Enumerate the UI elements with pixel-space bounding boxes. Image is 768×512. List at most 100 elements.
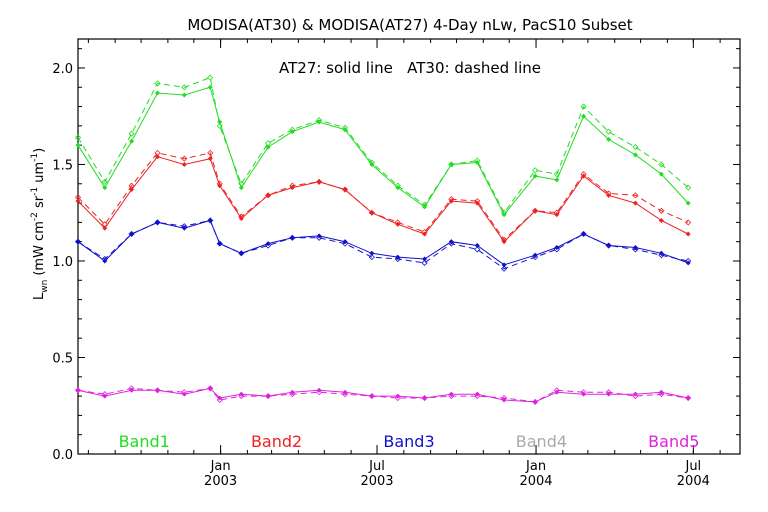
band5-solid-point <box>217 395 223 401</box>
band2-solid-line <box>77 156 689 243</box>
band2-solid-point <box>155 154 161 160</box>
band3-dashed-point <box>181 223 188 230</box>
y-tick-label-0: 0.0 <box>52 448 73 463</box>
x-tick-month-0: Jan <box>210 459 231 474</box>
band3-solid-point <box>395 254 401 260</box>
band2-solid-point <box>102 225 108 231</box>
band2-dashed-point <box>580 171 587 178</box>
x-tick-month-3: Jul <box>684 459 701 474</box>
y-axis-label: Lwn(mW cm-2 sr-1 um-1) <box>30 148 50 300</box>
band2-dashed-point <box>474 198 481 205</box>
band2-dashed-line <box>77 152 689 241</box>
band3-solid-point <box>181 225 187 231</box>
band2-dashed-point <box>316 178 323 185</box>
band1-dashed-point <box>580 103 587 110</box>
band1-dashed-point <box>207 74 214 81</box>
band5-dashed-point <box>580 389 587 396</box>
band5-dashed-point <box>265 393 272 400</box>
legend-band2: Band2 <box>251 432 302 451</box>
band1-dashed-point <box>289 126 296 133</box>
band5-dashed-line <box>77 387 689 403</box>
band1-solid-point <box>658 171 664 177</box>
band1-dashed-point <box>532 167 539 174</box>
band5-dashed-point <box>632 393 639 400</box>
band1-solid-point <box>422 204 428 210</box>
band3-dashed-point <box>500 265 508 272</box>
band2-dashed-point <box>128 182 135 189</box>
band5-solid-point <box>501 397 507 403</box>
band1-dashed-point <box>154 80 161 87</box>
band1-dashed-point <box>341 124 349 131</box>
band2-solid-point <box>501 239 507 245</box>
band3-dashed-point <box>128 230 135 238</box>
band3-solid-point <box>474 243 480 249</box>
band3-dashed-point <box>368 254 375 261</box>
band5-solid-point <box>342 389 348 395</box>
band2-dashed-point <box>154 149 161 156</box>
band5-solid-point <box>448 391 454 397</box>
band1-dashed-point <box>394 182 401 189</box>
band5-solid-point <box>685 395 691 401</box>
band5-solid-point <box>581 391 587 397</box>
y-axis-symbol: L <box>32 292 47 300</box>
band5-dashed-point <box>216 396 223 404</box>
band3-dashed-point <box>532 254 539 261</box>
band2-solid-point <box>632 200 638 206</box>
band2-solid-point <box>658 217 664 223</box>
band2-dashed-point <box>101 221 108 228</box>
band3-dashed-point <box>394 255 401 263</box>
band3-solid-point <box>606 243 612 249</box>
band5-dashed-point <box>289 391 296 398</box>
band1-dashed-point <box>181 84 188 91</box>
x-tick-year-1: 2003 <box>360 474 393 489</box>
band5-solid-point <box>395 393 401 399</box>
band2-dashed-point <box>265 192 272 199</box>
band5-dashed-point <box>658 391 665 398</box>
band3-dashed-point <box>238 250 245 257</box>
band5-dashed-point <box>394 394 401 402</box>
band2-dashed-point <box>532 207 539 214</box>
band2-solid-point <box>75 198 81 204</box>
band1-solid-point <box>342 127 348 133</box>
band1-dashed-point <box>474 157 481 164</box>
band5-dashed-point <box>605 389 612 396</box>
y-tick-label-1: 0.5 <box>52 351 73 366</box>
band3-dashed-point <box>74 238 82 245</box>
band1-solid-point <box>685 200 691 206</box>
y-axis-subscript: wn <box>40 280 50 293</box>
band2-dashed-point <box>181 155 188 162</box>
band2-solid-point <box>217 183 223 189</box>
band3-solid-point <box>632 244 638 250</box>
band5-dashed-point <box>128 385 135 392</box>
band2-dashed-point <box>289 182 296 189</box>
band2-dashed-point <box>368 209 375 216</box>
band2-dashed-point <box>394 219 401 226</box>
band3-dashed-point <box>632 246 639 253</box>
band1-dashed-point <box>216 122 223 129</box>
y-axis-units: (mW cm <box>32 221 47 276</box>
band1-dashed-point <box>238 180 245 187</box>
legend-band4: Band4 <box>516 432 567 451</box>
band2-dashed-point <box>216 180 223 187</box>
band3-solid-point <box>658 250 664 256</box>
band2-solid-point <box>422 231 428 237</box>
band3-solid-line <box>77 219 689 266</box>
band3-dashed-point <box>658 252 665 259</box>
band5-solid-point <box>606 391 612 397</box>
band1-dashed-point <box>605 128 612 135</box>
x-tick-year-0: 2003 <box>204 474 237 489</box>
band1-solid-point <box>532 173 538 179</box>
band2-dashed-point <box>500 236 508 243</box>
band5-dashed-point <box>421 394 428 402</box>
band2-solid-point <box>606 192 612 198</box>
band2-solid-point <box>581 173 587 179</box>
band1-solid-point <box>554 177 560 183</box>
band3-solid-point <box>448 239 454 245</box>
band5-solid-line <box>77 387 689 403</box>
band1-dashed-point <box>448 161 455 168</box>
band5-dashed-point <box>74 387 82 394</box>
series-lines <box>74 74 692 405</box>
band5-solid-point <box>554 389 560 395</box>
band3-dashed-point <box>341 240 349 247</box>
